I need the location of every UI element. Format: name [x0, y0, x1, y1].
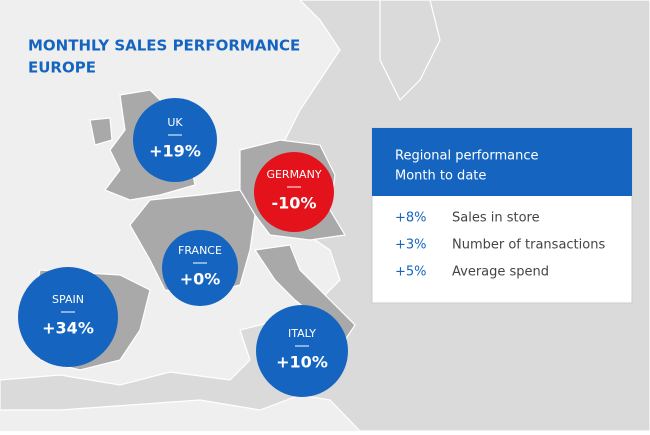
marker-circle [18, 267, 118, 367]
marker-label: FRANCE [178, 244, 222, 257]
land [379, 0, 441, 102]
title-line: EUROPE [28, 59, 96, 77]
marker-circle [256, 305, 348, 397]
panel-label: Sales in store [452, 211, 540, 226]
marker-value: +19% [149, 142, 201, 161]
marker-value: +0% [180, 270, 221, 289]
marker-circle [133, 98, 217, 182]
panel-header [372, 128, 632, 196]
panel-heading: Regional performance [395, 149, 538, 164]
panel-value: +3% [395, 238, 427, 253]
panel-value: +8% [395, 211, 427, 226]
marker-circle [162, 230, 238, 306]
panel-label: Average spend [452, 265, 549, 280]
marker-label: UK [167, 116, 183, 129]
country-ireland [89, 117, 113, 146]
panel-heading: Month to date [395, 169, 486, 184]
marker-value: -10% [272, 194, 317, 213]
panel-value: +5% [395, 265, 427, 280]
marker-circle [254, 152, 334, 232]
marker-value: +10% [276, 353, 328, 372]
marker-label: ITALY [288, 327, 316, 340]
title-line: MONTHLY SALES PERFORMANCE [28, 37, 300, 55]
panel-label: Number of transactions [452, 238, 605, 253]
panel: Regional performance Month to date [371, 127, 633, 304]
marker-value: +34% [42, 319, 94, 338]
marker-label: SPAIN [52, 293, 84, 306]
marker-label: GERMANY [266, 168, 321, 181]
